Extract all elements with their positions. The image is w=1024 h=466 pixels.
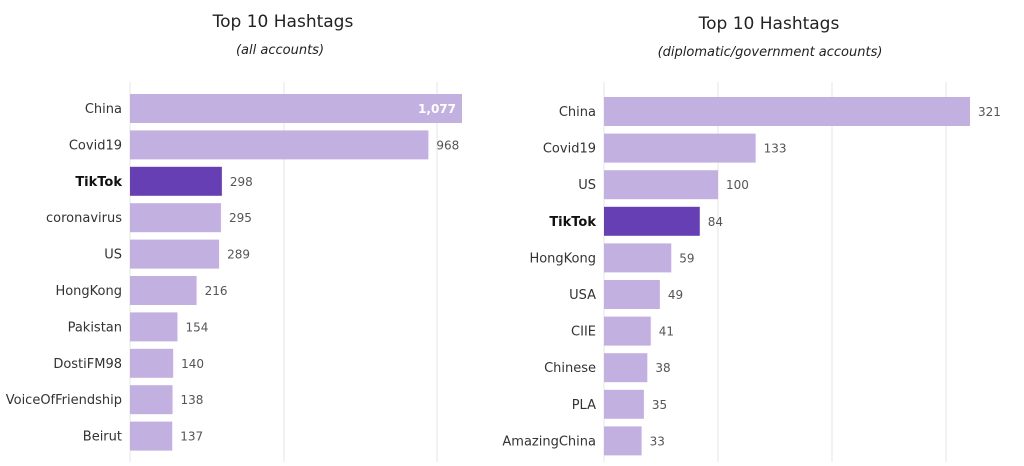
data-label: 84 [708, 215, 723, 229]
category-label: TikTok [75, 175, 122, 190]
data-label: 49 [668, 288, 683, 302]
data-label: 321 [978, 105, 1001, 119]
data-label: 100 [726, 178, 749, 192]
bar-amazingchina [604, 426, 642, 456]
category-label: PLA [572, 398, 596, 413]
category-label: DostiFM98 [53, 357, 122, 372]
data-label: 138 [181, 393, 204, 407]
bar-pakistan [130, 312, 178, 342]
data-label: 140 [181, 357, 204, 371]
bar-chinese [604, 353, 648, 383]
category-label: China [85, 102, 122, 117]
bar-coronavirus [130, 203, 221, 233]
category-label: AmazingChina [502, 434, 596, 449]
data-label: 137 [180, 430, 203, 444]
chart-title: Top 10 Hashtags [698, 14, 840, 34]
chart-diplomatic-accounts: Top 10 Hashtags (diplomatic/government a… [502, 14, 1001, 462]
bar-us [604, 170, 719, 200]
category-label: Beirut [83, 430, 122, 445]
category-label: China [559, 105, 596, 120]
category-label: US [104, 248, 122, 263]
category-label: Covid19 [69, 138, 122, 153]
bar-us [130, 239, 220, 269]
bar-tiktok [604, 206, 700, 236]
data-label: 33 [650, 434, 665, 448]
bars: China 321 Covid19 133 US 100 TikTok 84 HongKong 5… [502, 97, 1001, 456]
category-label: USA [569, 288, 596, 303]
data-label: 289 [227, 248, 250, 262]
category-label: CIIE [571, 325, 596, 340]
category-label: VoiceOfFriendship [6, 393, 122, 408]
category-label: Pakistan [68, 320, 122, 335]
category-label: Covid19 [543, 142, 596, 157]
bar-covid19 [604, 133, 756, 163]
bar-pla [604, 389, 644, 419]
chart-all-accounts: Top 10 Hashtags (all accounts) China 1,07… [6, 12, 462, 462]
bar-dostifm98 [130, 348, 174, 378]
bar-hongkong [130, 276, 197, 305]
category-label: HongKong [55, 284, 122, 299]
category-label: Chinese [544, 361, 596, 376]
bar-hongkong [604, 243, 672, 273]
category-label: US [578, 178, 596, 193]
chart-title: Top 10 Hashtags [212, 12, 354, 32]
bar-china [130, 94, 462, 123]
data-label: 38 [655, 361, 670, 375]
chart-subtitle: (all accounts) [236, 43, 324, 58]
bar-covid19 [130, 130, 429, 160]
chart-subtitle: (diplomatic/government accounts) [658, 45, 883, 60]
data-label: 35 [652, 398, 667, 412]
category-label: TikTok [549, 215, 596, 230]
bar-ciie [604, 316, 651, 346]
bar-usa [604, 280, 660, 309]
data-label: 133 [764, 142, 787, 156]
category-label: HongKong [529, 251, 596, 266]
data-label: 1,077 [418, 102, 456, 116]
bar-voiceoffriendship [130, 385, 173, 415]
data-label: 295 [229, 211, 252, 225]
data-label: 216 [205, 284, 228, 298]
bars: China 1,077 Covid19 968 TikTok 298 coronavirus… [6, 94, 462, 451]
data-label: 154 [185, 320, 208, 334]
data-label: 59 [679, 251, 694, 265]
bar-tiktok [130, 166, 222, 196]
category-label: coronavirus [46, 211, 122, 226]
data-label: 298 [230, 175, 253, 189]
data-label: 41 [659, 325, 674, 339]
bar-beirut [130, 421, 173, 451]
bar-china [604, 97, 970, 126]
data-label: 968 [436, 138, 459, 152]
